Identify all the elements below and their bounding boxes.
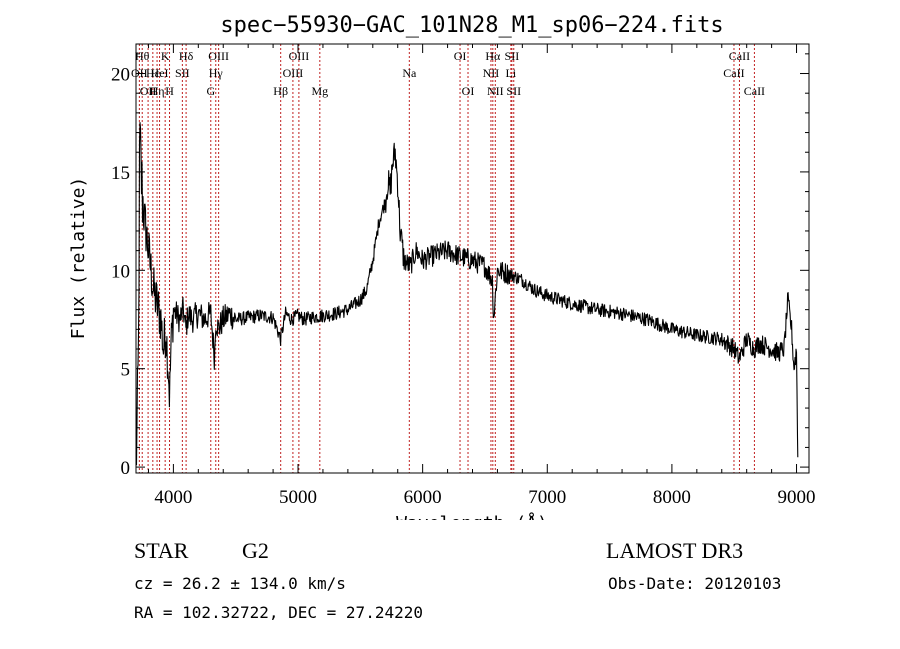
y-tick-label-0: 0 xyxy=(121,458,131,479)
line-label-10: G xyxy=(206,84,215,98)
line-label-16: Mg xyxy=(311,84,328,98)
line-label-0: OII xyxy=(131,66,148,80)
line-label-6: K xyxy=(161,49,170,63)
line-label-12: OIII xyxy=(208,49,229,63)
x-tick-label-2: 6000 xyxy=(404,487,442,508)
line-label-1: Hθ xyxy=(135,49,150,63)
line-label-14: OIII xyxy=(283,66,304,80)
y-tick-label-4: 20 xyxy=(111,65,130,86)
y-tick-label-3: 15 xyxy=(111,163,130,184)
line-label-25: SII xyxy=(506,84,521,98)
chart-title: spec−55930−GAC_101N28_M1_sp06−224.fits xyxy=(220,13,723,38)
line-label-2: OII xyxy=(140,84,157,98)
x-axis-label: Wavelength (Å) xyxy=(396,512,548,520)
coordinates: RA = 102.32722, DEC = 27.24220 xyxy=(134,603,423,622)
line-label-17: Na xyxy=(402,66,417,80)
spectrum-line xyxy=(135,121,799,466)
y-tick-label-2: 10 xyxy=(111,261,130,282)
x-tick-label-4: 8000 xyxy=(653,487,691,508)
spectrum-chart: spec−55930−GAC_101N28_M1_sp06−224.fits O… xyxy=(68,13,816,520)
line-label-27: CaII xyxy=(729,49,750,63)
line-label-23: Li xyxy=(506,66,517,80)
line-label-24: SII xyxy=(505,49,520,63)
line-label-15: OIII xyxy=(289,49,310,63)
line-label-11: Hγ xyxy=(209,66,224,80)
line-label-18: OI xyxy=(454,49,467,63)
x-tick-label-1: 5000 xyxy=(279,487,317,508)
object-subclass: G2 xyxy=(242,538,269,563)
line-label-7: H xyxy=(165,84,174,98)
line-label-13: Hβ xyxy=(273,84,288,98)
line-label-3: Hε xyxy=(146,66,160,80)
object-class: STAR xyxy=(134,538,189,563)
line-label-5: HeI xyxy=(151,66,169,80)
observation-date: Obs-Date: 20120103 xyxy=(608,574,782,593)
x-tick-label-3: 7000 xyxy=(528,487,566,508)
line-label-22: NII xyxy=(487,84,504,98)
redshift-velocity: cz = 26.2 ± 134.0 km/s xyxy=(134,574,346,593)
survey-name: LAMOST DR3 xyxy=(606,538,744,563)
y-tick-label-1: 5 xyxy=(121,360,131,381)
line-label-28: CaII xyxy=(744,84,765,98)
x-tick-label-5: 9000 xyxy=(778,487,816,508)
line-label-8: SII xyxy=(175,66,190,80)
x-tick-label-0: 4000 xyxy=(154,487,192,508)
y-axis-ticks: 0 5 10 15 20 xyxy=(111,53,809,479)
line-label-4: Hη xyxy=(150,84,165,98)
x-axis-ticks: 4000 5000 6000 7000 8000 9000 xyxy=(147,44,816,508)
y-axis-label: Flux (relative) xyxy=(68,177,89,340)
line-label-20: NII xyxy=(483,66,500,80)
line-label-19: OI xyxy=(462,84,475,98)
line-label-21: Hα xyxy=(485,49,501,63)
line-label-9: Hδ xyxy=(179,49,194,63)
spectral-line-markers xyxy=(138,44,755,473)
spectral-line-labels: OIIHθOIIHεHηHeIKHSIIHδGHγOIIIHβOIIIOIIIM… xyxy=(131,49,765,98)
line-label-26: CaII xyxy=(723,66,744,80)
